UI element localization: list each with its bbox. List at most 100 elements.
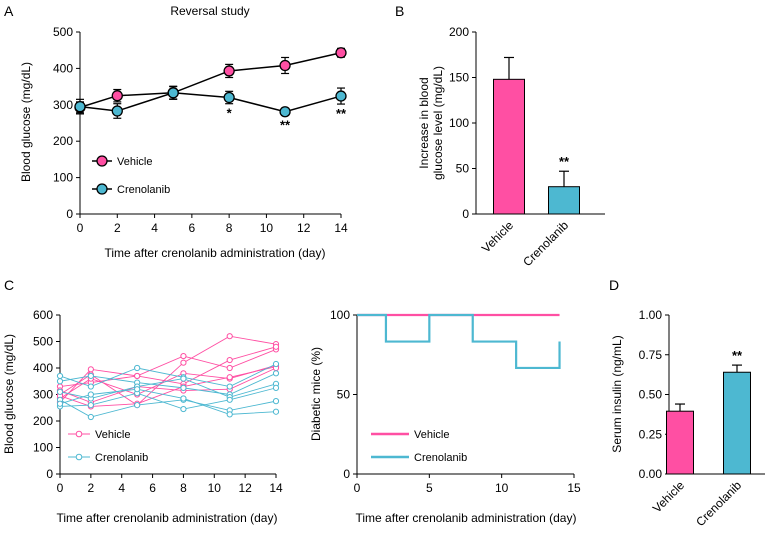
d-y-tick-label: 0.75	[639, 348, 663, 362]
chart-b-ylabel-line-2: glucose level (mg/dL)	[431, 66, 445, 180]
c-x-tick-label: 8	[180, 481, 187, 495]
bar-vehicle	[493, 78, 525, 215]
trace-point-crenolanib	[180, 375, 187, 382]
d-y-tick-label: 1.00	[639, 308, 663, 322]
legend-label-crenolanib: Crenolanib	[117, 184, 170, 196]
data-point-vehicle	[223, 65, 235, 77]
trace-crenolanib	[59, 363, 277, 388]
trace-point-crenolanib	[56, 378, 64, 385]
significance-mark: *	[227, 106, 233, 121]
panel-letter-c: C	[4, 277, 14, 293]
a-y-tick-label: 200	[53, 134, 73, 148]
a-x-tick-label: 4	[151, 221, 158, 235]
trace-point-crenolanib	[134, 402, 141, 409]
panel-letter-d: D	[609, 277, 619, 293]
panel-letter-a: A	[4, 3, 14, 19]
d-y-tick-label: 0.50	[639, 388, 663, 402]
a-x-tick-label: 6	[189, 221, 196, 235]
legend-marker-vehicle	[75, 430, 83, 438]
bar-crenolanib	[723, 371, 751, 475]
legend-marker-vehicle	[96, 155, 108, 167]
c-y-tick-label: 300	[33, 388, 53, 402]
significance-mark: **	[280, 117, 291, 132]
trace-point-vehicle	[226, 356, 233, 364]
significance-mark: **	[732, 348, 743, 363]
chart-c-ylabel: Blood glucose (mg/dL)	[2, 334, 16, 454]
trace-point-crenolanib	[226, 383, 233, 390]
significance-mark: **	[559, 154, 570, 169]
trace-vehicle	[59, 364, 277, 399]
trace-point-vehicle	[272, 343, 280, 350]
b-y-tick-label: 0	[462, 207, 469, 221]
a-y-tick-label: 0	[66, 207, 73, 221]
legend-label-vehicle: Vehicle	[414, 429, 449, 441]
c2-x-tick-label: 0	[354, 481, 361, 495]
c-y-tick-label: 500	[33, 335, 53, 349]
c-y-tick-label: 400	[33, 361, 53, 375]
data-point-vehicle	[111, 90, 123, 102]
a-x-tick-label: 8	[226, 221, 233, 235]
trace-point-crenolanib	[134, 364, 141, 372]
chart-c2-ylabel: Diabetic mice (%)	[309, 347, 323, 441]
trace-point-crenolanib	[226, 396, 233, 403]
trace-point-crenolanib	[180, 405, 187, 413]
series-line-vehicle	[79, 52, 342, 109]
c2-x-tick-label: 10	[495, 481, 509, 495]
chart-c-individual-glucose: Time after crenolanib administration (da…	[2, 308, 283, 525]
trace-point-vehicle	[226, 333, 233, 340]
chart-a-xlabel: Time after crenolanib administration (da…	[105, 246, 326, 260]
a-y-tick-label: 100	[53, 171, 73, 185]
trace-point-crenolanib	[180, 395, 187, 402]
trace-point-vehicle	[87, 366, 94, 373]
trace-point-vehicle	[226, 374, 233, 381]
c-x-tick-label: 12	[238, 481, 252, 495]
panel-letter-b: B	[395, 3, 404, 19]
legend-label-vehicle: Vehicle	[117, 156, 152, 168]
data-point-crenolanib	[279, 106, 291, 118]
trace-point-crenolanib	[56, 400, 64, 407]
x-category-label-crenolanib: Crenolanib	[520, 218, 571, 269]
trace-crenolanib	[59, 372, 277, 395]
chart-c2-xlabel: Time after crenolanib administration (da…	[356, 511, 577, 525]
trace-vehicle	[59, 349, 277, 403]
c-x-tick-label: 0	[57, 481, 64, 495]
data-point-crenolanib	[223, 91, 235, 104]
trace-point-crenolanib	[272, 370, 280, 377]
x-category-label-crenolanib: Crenolanib	[693, 478, 744, 529]
chart-c-xlabel: Time after crenolanib administration (da…	[57, 511, 278, 525]
trace-vehicle	[59, 366, 277, 407]
trace-point-vehicle	[180, 359, 187, 366]
trace-point-crenolanib	[272, 384, 280, 391]
c-x-tick-label: 4	[118, 481, 125, 495]
trace-point-crenolanib	[272, 360, 280, 368]
a-y-tick-label: 400	[53, 61, 73, 75]
c-x-tick-label: 10	[208, 481, 222, 495]
legend-marker-crenolanib	[75, 453, 83, 461]
trace-crenolanib	[59, 388, 277, 415]
chart-c-diabetic-mice: Time after crenolanib administration (da…	[309, 308, 581, 525]
trace-point-crenolanib	[272, 398, 280, 405]
trace-point-crenolanib	[87, 413, 94, 421]
d-y-tick-label: 0.25	[639, 427, 663, 441]
c-x-tick-label: 6	[149, 481, 156, 495]
x-category-label-vehicle: Vehicle	[650, 478, 687, 515]
c2-x-tick-label: 15	[567, 481, 581, 495]
a-y-tick-label: 300	[53, 98, 73, 112]
trace-point-vehicle	[180, 352, 187, 360]
data-point-crenolanib	[335, 90, 347, 102]
c-x-tick-label: 14	[269, 481, 283, 495]
b-y-tick-label: 100	[449, 116, 469, 130]
legend-label-crenolanib: Crenolanib	[414, 452, 467, 464]
trace-point-crenolanib	[180, 384, 187, 391]
chart-a-ylabel: Blood glucose (mg/dL)	[19, 62, 33, 182]
c-y-tick-label: 600	[33, 308, 53, 322]
trace-point-crenolanib	[87, 402, 94, 409]
legend-label-crenolanib: Crenolanib	[95, 452, 148, 464]
trace-point-vehicle	[226, 364, 233, 372]
a-x-tick-label: 12	[297, 221, 311, 235]
trace-crenolanib	[59, 399, 277, 418]
chart-d-serum-insulin: Serum insulin (ng/mL) 0.00 0.25 0.50 0.75 1.…	[610, 308, 765, 529]
c2-y-tick-label: 100	[330, 308, 350, 322]
data-point-vehicle	[279, 59, 291, 72]
c-x-tick-label: 2	[88, 481, 95, 495]
